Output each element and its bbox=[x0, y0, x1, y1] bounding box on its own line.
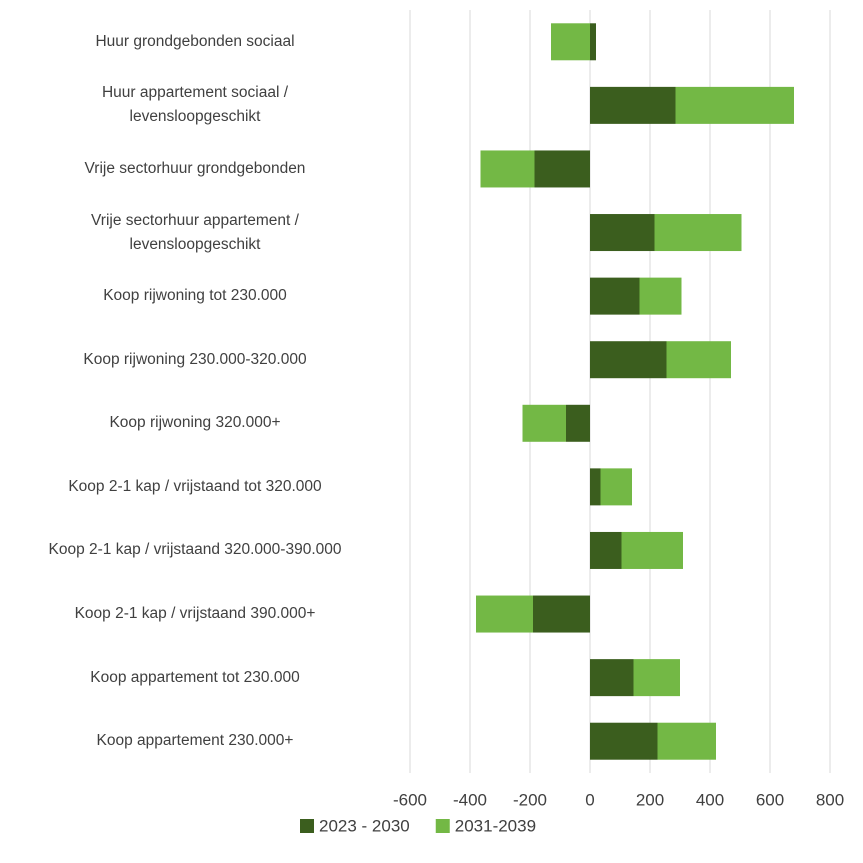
y-tick-label: Koop appartement 230.000+ bbox=[96, 732, 294, 750]
bar bbox=[590, 722, 658, 760]
bar bbox=[533, 595, 590, 633]
bar bbox=[590, 277, 640, 315]
x-tick-label: 600 bbox=[756, 790, 784, 809]
bar bbox=[590, 659, 634, 697]
y-tick-label: Huur appartement sociaal / levensloopges… bbox=[101, 84, 289, 126]
bar bbox=[590, 468, 601, 506]
bar bbox=[590, 23, 596, 61]
y-tick-label: Koop rijwoning 320.000+ bbox=[109, 414, 281, 432]
y-tick-label: Koop 2-1 kap / vrijstaand 390.000+ bbox=[74, 605, 316, 623]
bar bbox=[476, 595, 533, 633]
bar bbox=[639, 277, 682, 315]
bar bbox=[657, 722, 716, 760]
bar bbox=[590, 214, 655, 252]
y-tick-label: Vrije sectorhuur grondgebonden bbox=[84, 159, 306, 177]
legend-swatch bbox=[435, 819, 450, 833]
bar bbox=[522, 404, 566, 442]
y-tick-label: Koop rijwoning 230.000-320.000 bbox=[83, 350, 307, 368]
bar bbox=[551, 23, 590, 61]
bar bbox=[654, 214, 742, 252]
x-tick-label: 200 bbox=[636, 790, 664, 809]
legend-label: 2023 - 2030 bbox=[319, 816, 410, 835]
x-tick-label: -400 bbox=[453, 790, 487, 809]
bar bbox=[566, 404, 590, 442]
y-tick-label: Koop appartement tot 230.000 bbox=[90, 668, 300, 686]
x-tick-label: -600 bbox=[393, 790, 427, 809]
bar bbox=[590, 531, 622, 569]
bar bbox=[621, 531, 683, 569]
y-tick-label: Koop rijwoning tot 230.000 bbox=[103, 287, 287, 305]
y-tick-label: Vrije sectorhuur appartement / levensloo… bbox=[91, 211, 299, 253]
bar bbox=[480, 150, 535, 188]
y-tick-label: Koop 2-1 kap / vrijstaand tot 320.000 bbox=[68, 477, 322, 495]
x-tick-label: 400 bbox=[696, 790, 724, 809]
bar bbox=[633, 659, 680, 697]
bar bbox=[534, 150, 590, 188]
legend-swatch bbox=[300, 819, 314, 833]
x-tick-label: -200 bbox=[513, 790, 547, 809]
bar bbox=[675, 86, 794, 124]
bar bbox=[600, 468, 632, 506]
x-tick-label: 800 bbox=[816, 790, 844, 809]
bar bbox=[590, 341, 667, 379]
bar bbox=[666, 341, 731, 379]
legend-label: 2031-2039 bbox=[455, 816, 536, 835]
y-tick-label: Huur grondgebonden sociaal bbox=[95, 32, 295, 50]
y-tick-label: Koop 2-1 kap / vrijstaand 320.000-390.00… bbox=[48, 541, 342, 559]
x-tick-label: 0 bbox=[585, 790, 594, 809]
bar bbox=[590, 86, 676, 124]
